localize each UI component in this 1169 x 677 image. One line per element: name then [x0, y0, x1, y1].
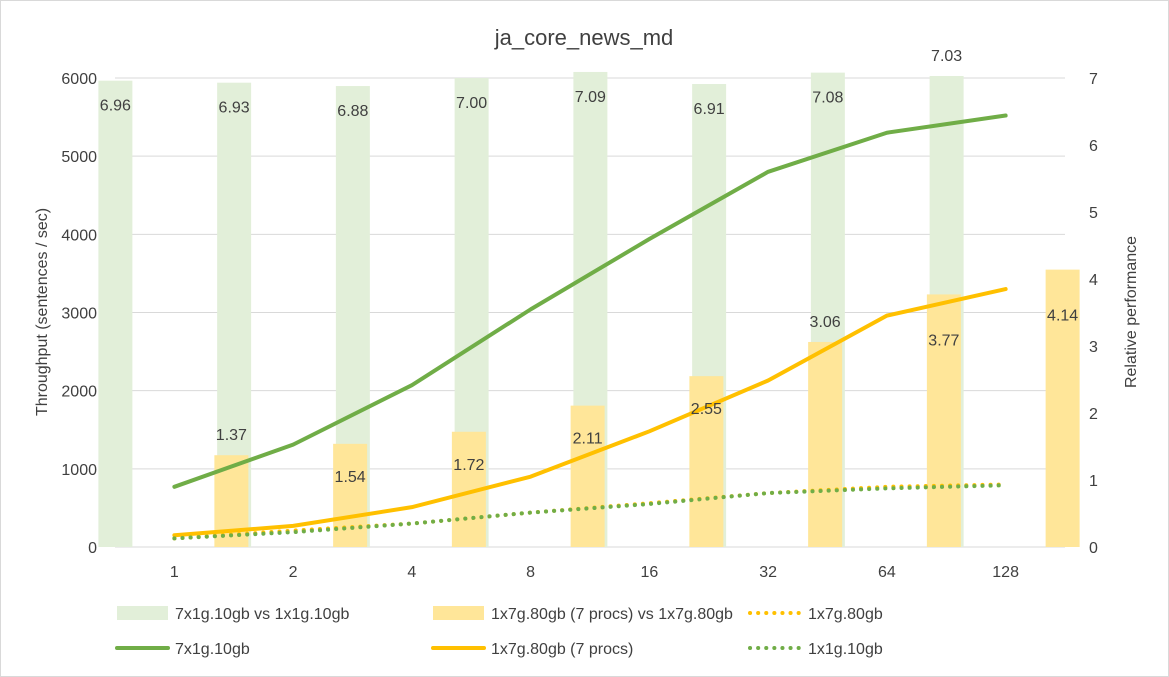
- y2-tick-label: 3: [1089, 339, 1098, 356]
- bar: [333, 443, 368, 547]
- y2-tick-label: 4: [1089, 272, 1098, 289]
- bar-data-label: 7.00: [456, 95, 487, 112]
- bar-data-label: 1.72: [453, 457, 484, 474]
- bar: [808, 341, 843, 547]
- x-tick-label: 128: [992, 564, 1019, 581]
- bar-data-label: 1.37: [216, 427, 247, 444]
- line-series-1x1g.10gb: [172, 483, 1008, 541]
- legend-label: 1x1g.10gb: [808, 641, 883, 658]
- bar-data-label: 7.03: [931, 48, 962, 65]
- bar-data-label: 6.93: [219, 100, 250, 117]
- legend-label: 1x7g.80gb: [808, 606, 883, 623]
- bar-data-label: 6.88: [337, 103, 368, 120]
- y-tick-label: 6000: [61, 71, 97, 88]
- bar-series: [98, 71, 1080, 548]
- bar: [98, 80, 133, 548]
- line-series: [172, 113, 1008, 541]
- x-tick-label: 16: [640, 564, 658, 581]
- y2-tick-label: 0: [1089, 540, 1098, 557]
- bar-data-label: 3.06: [810, 314, 841, 331]
- y-tick-label: 2000: [61, 384, 97, 401]
- legend-swatch: [117, 606, 168, 620]
- bar: [689, 376, 724, 547]
- y2-tick-label: 5: [1089, 205, 1098, 222]
- bar-data-label: 2.55: [691, 401, 722, 418]
- bar-data-label: 4.14: [1047, 308, 1078, 325]
- x-tick-label: 8: [526, 564, 535, 581]
- y-tick-label: 1000: [61, 462, 97, 479]
- bar-data-label: 7.09: [575, 89, 606, 106]
- chart-title: ja_core_news_md: [494, 25, 674, 50]
- legend-label: 7x1g.10gb: [175, 641, 250, 658]
- bar-data-label: 2.11: [573, 431, 603, 448]
- y2-axis-label: Relative performance: [1123, 236, 1140, 388]
- bar-data-label: 6.96: [100, 98, 131, 115]
- y-axis-right-ticks: 0 1 2 3 4 5 6 7: [1089, 71, 1098, 557]
- legend: 7x1g.10gb vs 1x1g.10gb 1x7g.80gb (7 procs…: [115, 606, 883, 658]
- line-series-7x1g.10gb: [172, 113, 1008, 489]
- legend-label: 1x7g.80gb (7 procs): [491, 641, 633, 658]
- bar-data-label: 7.08: [812, 90, 843, 107]
- x-tick-label: 64: [878, 564, 896, 581]
- bar-data-label: 1.54: [335, 469, 366, 486]
- line-series-1x7g.80gb (7 procs): [172, 287, 1008, 538]
- bar: [1045, 269, 1080, 547]
- y-axis-left-ticks: 0 1000 2000 3000 4000 5000 6000: [61, 71, 97, 557]
- y-tick-label: 5000: [61, 149, 97, 166]
- legend-label: 7x1g.10gb vs 1x1g.10gb: [175, 606, 349, 623]
- bar-data-label: 3.77: [928, 332, 959, 349]
- x-tick-label: 1: [170, 564, 179, 581]
- legend-swatch: [433, 606, 484, 620]
- x-axis-ticks: 1 2 4 8 16 32 64 128: [170, 564, 1019, 581]
- bar-data-labels: 6.96 6.93 6.88 7.00 7.09 6.91 7.08 7.03 1.37 1.54…: [100, 48, 1078, 486]
- y-tick-label: 0: [88, 540, 97, 557]
- x-tick-label: 4: [407, 564, 416, 581]
- bar: [926, 294, 961, 547]
- x-tick-label: 32: [759, 564, 777, 581]
- y-axis-label: Throughput (sentences / sec): [34, 208, 51, 416]
- y2-tick-label: 2: [1089, 406, 1098, 423]
- bar: [570, 405, 605, 547]
- bar-data-label: 6.91: [694, 101, 725, 118]
- y2-tick-label: 1: [1089, 473, 1098, 490]
- y2-tick-label: 6: [1089, 138, 1098, 155]
- y-tick-label: 4000: [61, 227, 97, 244]
- y2-tick-label: 7: [1089, 71, 1098, 88]
- legend-label: 1x7g.80gb (7 procs) vs 1x7g.80gb: [491, 606, 733, 623]
- y-tick-label: 3000: [61, 306, 97, 323]
- x-tick-label: 2: [289, 564, 298, 581]
